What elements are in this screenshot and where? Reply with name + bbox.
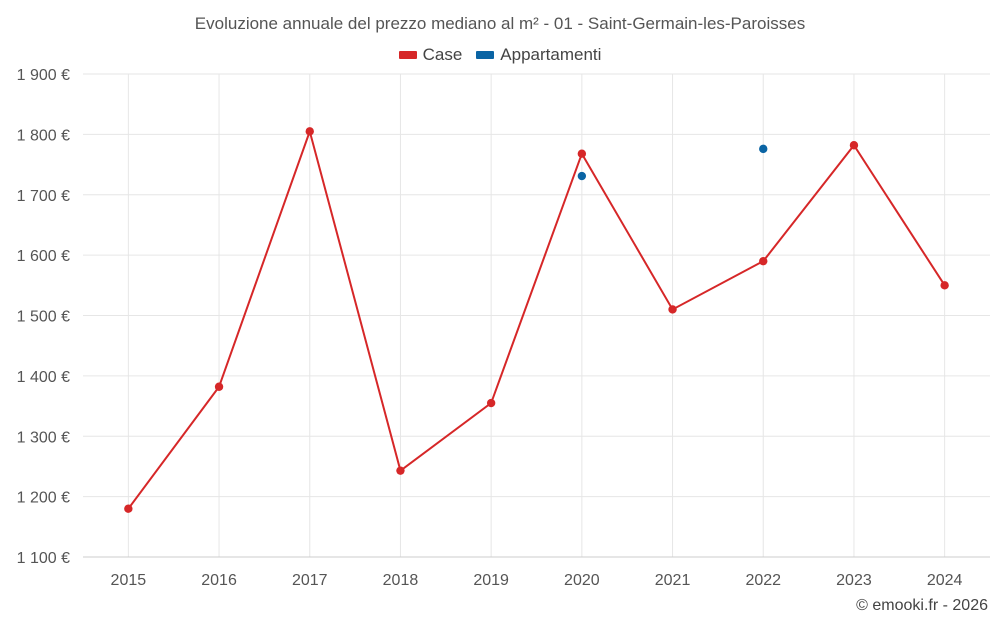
data-point-case [396, 466, 405, 475]
x-tick-label: 2024 [927, 572, 963, 589]
data-point-case [849, 141, 859, 150]
credit: © emooki.fr - 2026 [856, 597, 988, 614]
legend-label-case: Case [422, 45, 463, 64]
data-point-case [577, 149, 587, 158]
y-tick-label: 1 100 € [17, 550, 70, 567]
y-tick-label: 1 800 € [17, 127, 70, 144]
data-point-case [940, 281, 949, 290]
x-tick-label: 2016 [201, 572, 237, 589]
y-tick-label: 1 400 € [17, 369, 70, 386]
y-tick-label: 1 900 € [17, 67, 70, 84]
data-point-case [668, 305, 677, 314]
x-tick-label: 2021 [655, 572, 691, 589]
data-point-case [214, 382, 224, 391]
y-tick-label: 1 500 € [17, 309, 70, 326]
y-tick-label: 1 300 € [17, 429, 70, 446]
series-line-case [127, 127, 946, 510]
y-tick-label: 1 200 € [17, 490, 70, 507]
data-point-appartamenti [759, 144, 768, 154]
y-tick-label: 1 600 € [17, 248, 70, 265]
legend-swatch-case [398, 51, 417, 59]
y-tick-label: 1 700 € [17, 188, 70, 205]
legend-item-appartamenti[interactable]: Appartamenti [476, 45, 601, 65]
x-tick-label: 2020 [564, 572, 600, 589]
data-point-case [486, 398, 496, 408]
legend: Case Appartamenti [0, 45, 1000, 65]
x-tick-label: 2019 [473, 572, 509, 589]
x-tick-label: 2017 [292, 572, 328, 589]
chart-title: Evoluzione annuale del prezzo mediano al… [194, 14, 806, 33]
data-point-appartamenti [577, 171, 587, 181]
x-tick-label: 2022 [745, 572, 781, 589]
x-tick-label: 2023 [836, 572, 872, 589]
data-point-case [759, 256, 768, 266]
x-tick-label: 2015 [111, 572, 147, 589]
data-point-case [305, 127, 314, 136]
legend-label-appartamenti: Appartamenti [500, 45, 602, 64]
legend-swatch-appartamenti [476, 51, 495, 59]
legend-item-case[interactable]: Case [398, 45, 463, 65]
data-point-case [124, 504, 133, 513]
x-tick-label: 2018 [383, 572, 419, 589]
